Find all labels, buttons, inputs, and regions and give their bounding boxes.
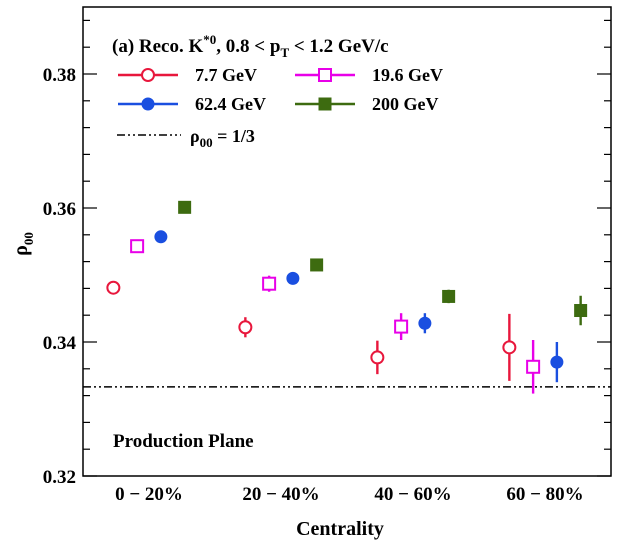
series-group [106, 200, 588, 394]
data-point [106, 280, 121, 295]
plot-frame [82, 6, 612, 477]
legend-entry: 200 GeV [295, 94, 439, 114]
legend-label: 19.6 GeV [372, 65, 443, 85]
data-point [526, 359, 541, 374]
data-point [154, 230, 168, 244]
data-point [310, 258, 324, 272]
y-tick-label: 0.34 [43, 333, 77, 354]
x-tick-label: 0 − 20% [115, 484, 183, 505]
data-point [130, 239, 145, 254]
legend-label: 62.4 GeV [195, 94, 266, 114]
production-plane-label: Production Plane [113, 431, 254, 452]
legend-entry: 7.7 GeV [118, 65, 257, 85]
series-3 [178, 200, 588, 326]
y-tick-label: 0.38 [43, 65, 76, 86]
series-0 [106, 280, 517, 381]
data-point [442, 289, 456, 303]
data-point [262, 276, 277, 291]
legend-marker [141, 97, 155, 111]
legend-ref-label: ρ00 = 1/3 [190, 126, 255, 150]
series-1 [130, 239, 541, 394]
data-point [394, 319, 409, 334]
x-tick-label: 20 − 40% [242, 484, 319, 505]
series-2 [154, 230, 564, 383]
y-tick-label: 0.32 [43, 467, 76, 488]
y-tick-label: 0.36 [43, 199, 76, 220]
x-tick-label: 40 − 60% [374, 484, 451, 505]
legend: 7.7 GeV 19.6 GeV 62.4 GeV 200 GeV [118, 65, 443, 114]
data-point [238, 320, 253, 335]
data-point [178, 200, 192, 214]
legend-entry: 19.6 GeV [295, 65, 443, 85]
legend-ref-entry: ρ00 = 1/3 [117, 126, 255, 150]
plot-area-border [82, 6, 612, 477]
legend-marker [141, 68, 155, 82]
data-point [286, 271, 300, 285]
x-tick-label: 60 − 80% [506, 484, 583, 505]
data-point [550, 355, 564, 369]
legend-marker [318, 68, 332, 82]
legend-marker [318, 97, 332, 111]
legend-label: 200 GeV [372, 94, 439, 114]
data-point [574, 304, 588, 318]
y-axis-title: ρ00 [10, 232, 36, 256]
x-axis-title: Centrality [296, 518, 384, 540]
data-point [418, 316, 432, 330]
axis-group: 0.32 0.34 0.36 0.38 0 − 20% 20 − 40% 40 − 60% 6… [43, 19, 611, 505]
data-point [370, 350, 385, 365]
legend-entry: 62.4 GeV [118, 94, 266, 114]
data-point [502, 340, 517, 355]
chart-title: (a) Reco. K*0, 0.8 < pT < 1.2 GeV/c [112, 32, 389, 60]
legend-label: 7.7 GeV [195, 65, 257, 85]
